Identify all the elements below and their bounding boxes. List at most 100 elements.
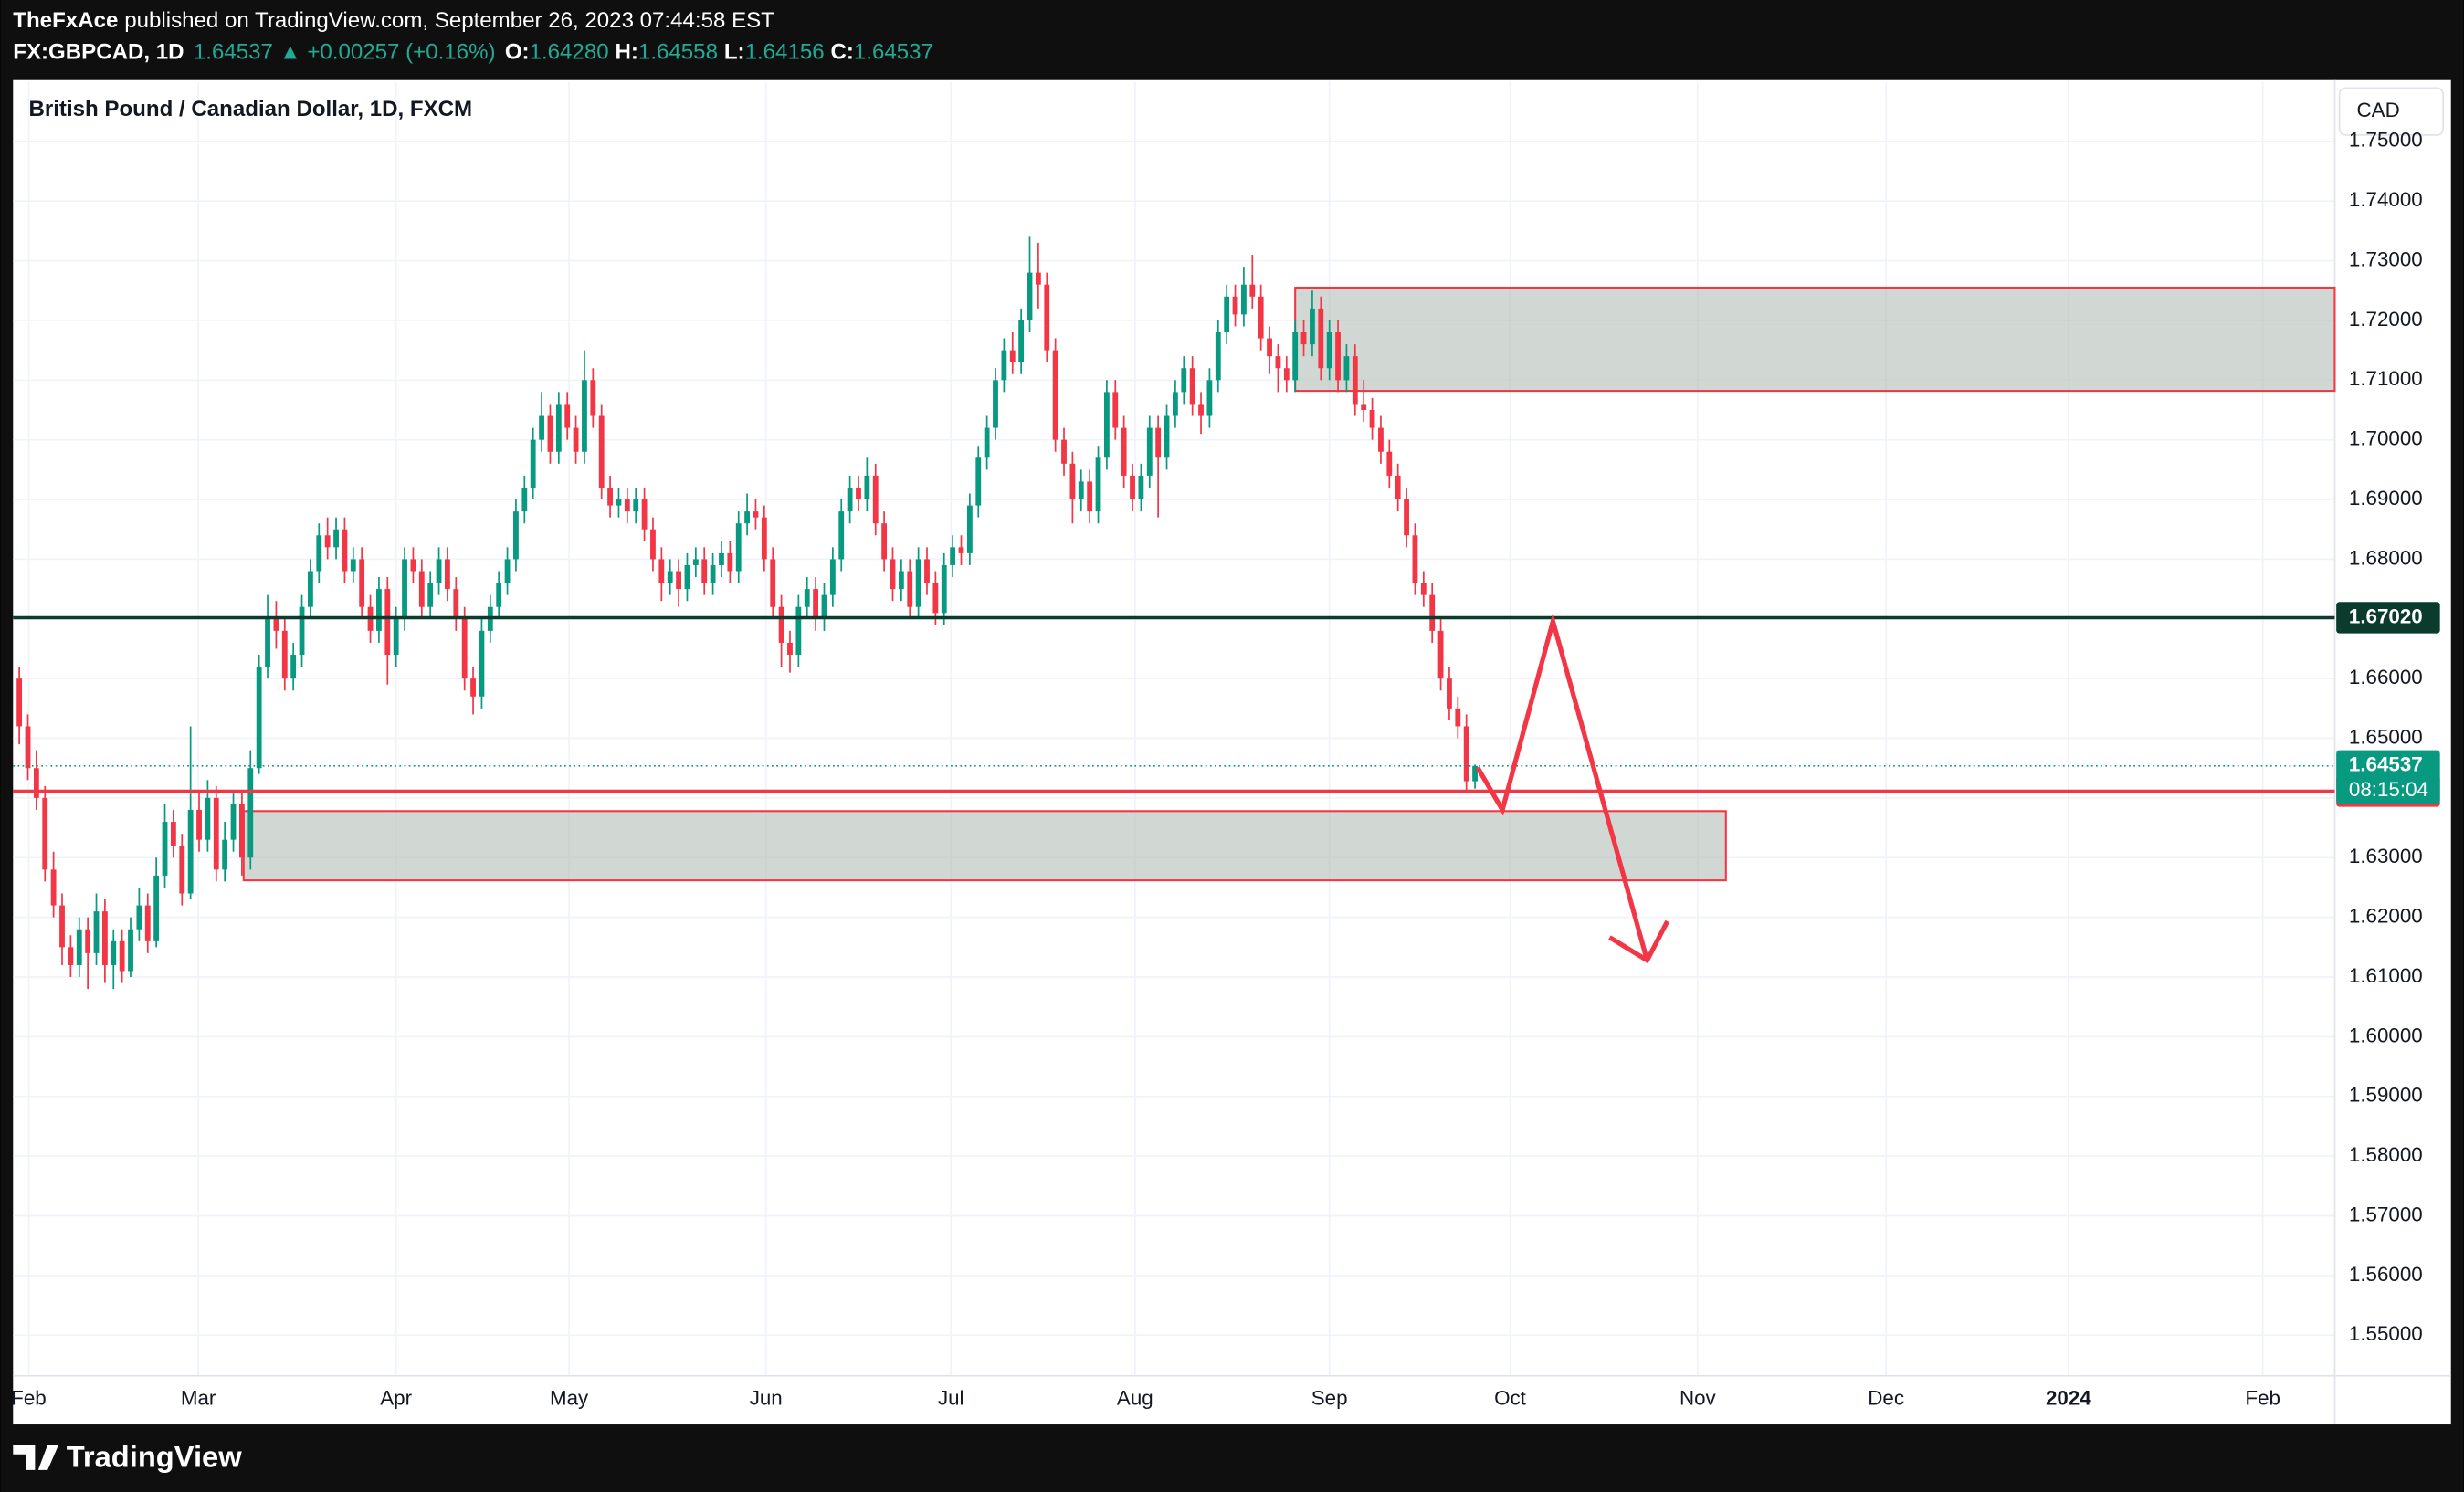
candle-body — [1112, 392, 1119, 428]
candle-body — [308, 571, 313, 607]
candle-body — [795, 606, 802, 656]
y-tick-label: 1.62000 — [2349, 905, 2423, 928]
candle-body — [350, 559, 356, 572]
candle-body — [333, 529, 339, 548]
candle-body — [658, 559, 665, 583]
candle-body — [1155, 427, 1162, 458]
candle-body — [856, 487, 861, 500]
ohlc-label: O: — [505, 40, 530, 65]
candle-body — [650, 529, 656, 560]
candle-body — [727, 552, 733, 572]
candle-body — [744, 511, 751, 524]
candle-body — [1300, 332, 1307, 345]
ohlc-value: 1.64558 — [638, 40, 718, 65]
candle-body — [993, 380, 998, 428]
level-label-bg — [2336, 602, 2440, 634]
candle-body — [402, 559, 407, 619]
candle-body — [93, 911, 100, 953]
candle-body — [898, 571, 904, 590]
x-tick-label: Feb — [11, 1386, 47, 1409]
candle-body — [821, 594, 827, 619]
y-tick-label: 1.69000 — [2349, 487, 2423, 510]
y-tick-label: 1.70000 — [2349, 427, 2423, 450]
candle-body — [247, 768, 254, 858]
candle-body — [1206, 380, 1213, 416]
candle-body — [59, 905, 65, 948]
countdown: 08:15:04 — [2349, 778, 2428, 801]
candle-body — [1095, 457, 1101, 512]
candle-body — [804, 589, 810, 607]
candle-body — [136, 905, 142, 930]
candle-body — [1429, 594, 1436, 631]
candle-body — [144, 905, 151, 941]
change: ▲ +0.00257 (+0.16%) — [279, 40, 496, 65]
candle-body — [238, 804, 245, 858]
candle-body — [641, 499, 648, 530]
x-tick-label: Feb — [2245, 1386, 2280, 1409]
candle-body — [1420, 583, 1427, 595]
candle-body — [418, 571, 425, 607]
ohlc-value: 1.64156 — [745, 40, 825, 65]
candle-body — [1283, 368, 1290, 381]
candle-body — [496, 583, 502, 607]
candle-body — [1318, 308, 1324, 369]
currency-button[interactable] — [2338, 87, 2444, 136]
candle-body — [384, 589, 391, 656]
y-tick-label: 1.71000 — [2349, 367, 2423, 390]
candle-body — [230, 804, 237, 840]
candle-body — [598, 415, 605, 488]
x-tick-label: Sep — [1311, 1386, 1348, 1409]
candle-body — [1052, 350, 1058, 440]
candle-body — [564, 404, 571, 428]
candle-body — [1343, 356, 1350, 381]
x-tick-label: Apr — [380, 1386, 412, 1409]
x-tick-label: Nov — [1680, 1386, 1717, 1409]
candle-body — [590, 380, 596, 416]
candle-body — [1232, 296, 1238, 315]
zone — [1294, 286, 2336, 393]
candle-body — [521, 487, 528, 512]
level-label: 1.67020 — [2349, 604, 2423, 627]
candle-body — [16, 678, 23, 727]
candle-body — [1472, 765, 1478, 782]
candle-body — [847, 487, 853, 512]
candle-body — [1173, 392, 1178, 416]
projection-arrow — [1475, 612, 1650, 961]
x-tick-label: Jul — [938, 1386, 964, 1409]
candle-body — [42, 797, 48, 870]
candle-body — [701, 559, 708, 583]
candle-body — [128, 929, 133, 972]
y-tick-label: 1.61000 — [2349, 964, 2423, 987]
candle-body — [324, 535, 331, 548]
candle-body — [1018, 320, 1025, 362]
candle-body — [50, 869, 57, 906]
x-tick-label: Oct — [1494, 1386, 1527, 1409]
candle-body — [530, 439, 536, 488]
candle-body — [273, 618, 279, 631]
candle-body — [1369, 409, 1375, 428]
candle-body — [1455, 708, 1461, 727]
candle-body — [1412, 535, 1418, 583]
candle-body — [753, 511, 759, 518]
candle-body — [1044, 284, 1050, 351]
candle-body — [607, 487, 613, 506]
y-tick-label: 1.59000 — [2349, 1084, 2423, 1107]
candle-body — [975, 457, 982, 506]
y-tick-label: 1.66000 — [2349, 666, 2423, 688]
candle-body — [101, 911, 108, 965]
candle-body — [829, 559, 836, 595]
candle-body — [33, 768, 39, 798]
candle-body — [761, 517, 767, 560]
y-tick-label: 1.68000 — [2349, 546, 2423, 569]
candle-body — [1087, 481, 1093, 512]
candle-body — [1146, 427, 1153, 476]
candle-body — [624, 499, 630, 512]
zone — [242, 810, 1727, 882]
candle-body — [1198, 404, 1204, 416]
candle-body — [504, 559, 511, 583]
candle-body — [222, 839, 228, 870]
candle-body — [941, 564, 947, 614]
candle-body — [907, 571, 913, 607]
candle-body — [453, 589, 459, 619]
